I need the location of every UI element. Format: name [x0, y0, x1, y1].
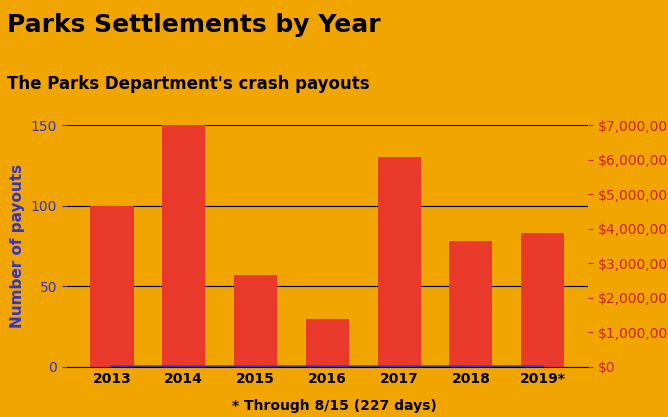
Bar — [162, 125, 205, 367]
Bar — [234, 275, 277, 367]
Bar — [90, 206, 134, 367]
Bar — [450, 241, 492, 367]
Bar — [306, 319, 349, 367]
Text: The Parks Department's crash payouts: The Parks Department's crash payouts — [7, 75, 369, 93]
Y-axis label: Number of payouts: Number of payouts — [10, 164, 25, 328]
Text: Parks Settlements by Year: Parks Settlements by Year — [7, 13, 380, 37]
Bar — [521, 233, 564, 367]
Text: * Through 8/15 (227 days): * Through 8/15 (227 days) — [232, 399, 436, 413]
Bar — [377, 157, 421, 367]
